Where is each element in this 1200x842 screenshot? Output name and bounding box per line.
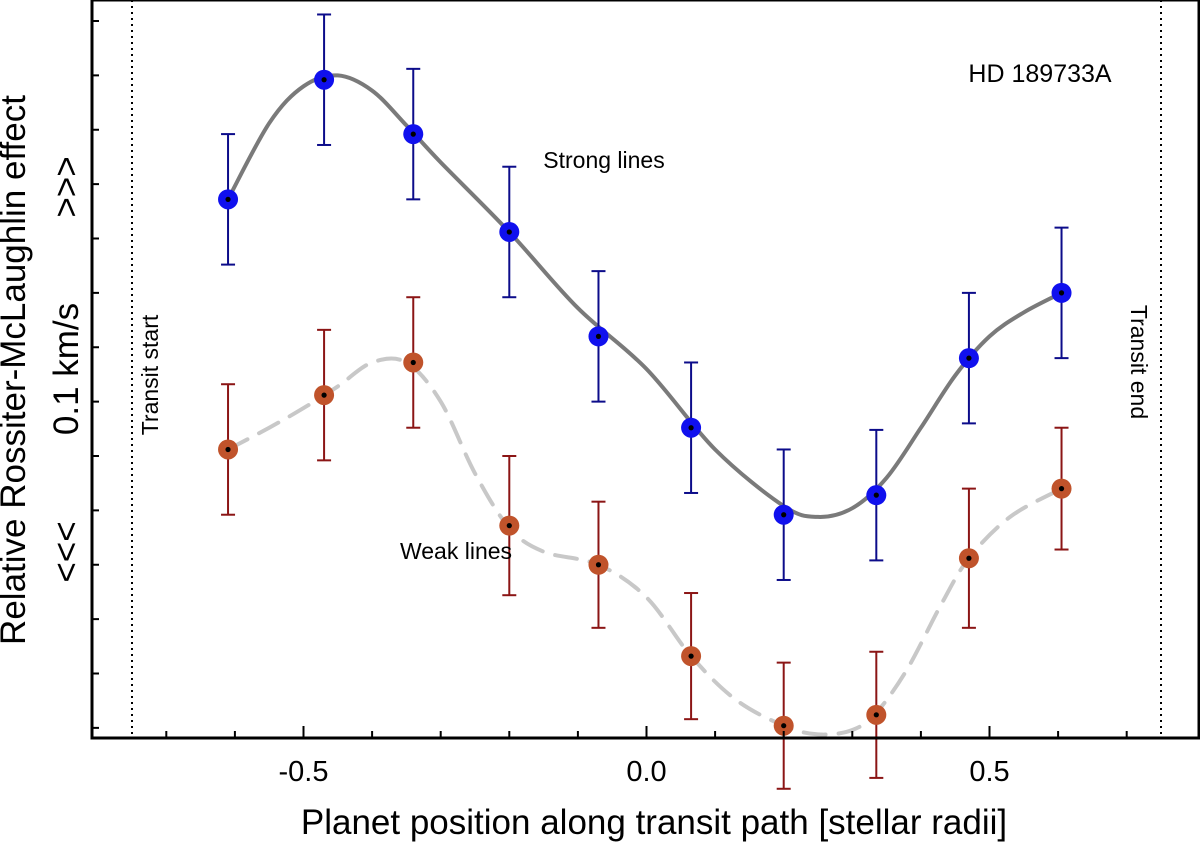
- weak-lines-point-center: [1058, 486, 1065, 492]
- strong-lines-point-center: [410, 131, 416, 137]
- x-tick-label: 0.5: [969, 756, 1009, 788]
- weak-lines-point-center: [321, 392, 327, 398]
- weak-lines-label: Weak lines: [400, 538, 512, 564]
- plot-frame: [90, 0, 1200, 740]
- strong-lines-point-center: [1058, 290, 1065, 296]
- error-bars: [221, 13, 1069, 790]
- strong-lines-fit-curve: [226, 73, 1064, 519]
- weak-lines-fit-curve: [226, 356, 1064, 737]
- weak-lines-point-center: [873, 712, 879, 718]
- x-axis-label: Planet position along transit path [stel…: [301, 803, 1007, 842]
- fit-curves: [226, 73, 1064, 737]
- weak-lines-point-center: [595, 562, 602, 568]
- strong-lines-point-center: [873, 492, 879, 498]
- transit-end-label: Transit end: [1126, 305, 1152, 419]
- weak-lines-point-center: [781, 723, 787, 729]
- strong-lines-point-center: [595, 333, 602, 339]
- data-points: [218, 69, 1072, 736]
- x-tick-label: 0.0: [626, 756, 666, 788]
- y-arrow-up: >>>: [47, 156, 86, 217]
- strong-lines-point-center: [781, 512, 787, 518]
- y-scale-label: 0.1 km/s: [47, 303, 86, 435]
- strong-lines-point-center: [225, 196, 231, 202]
- transit-start-label: Transit start: [137, 314, 163, 435]
- weak-lines-point-center: [506, 523, 512, 529]
- weak-lines-point-center: [966, 555, 972, 561]
- strong-lines-point-center: [321, 77, 327, 83]
- x-tick-label: -0.5: [279, 756, 329, 788]
- y-arrow-down: <<<: [47, 521, 86, 582]
- weak-lines-point-center: [410, 359, 416, 366]
- weak-lines-point-center: [688, 653, 694, 659]
- strong-lines-point-center: [966, 355, 972, 361]
- strong-lines-point-center: [688, 425, 694, 431]
- strong-lines-point-center: [506, 229, 512, 235]
- y-axis-label: Relative Rossiter-McLaughlin effect: [0, 95, 33, 645]
- weak-lines-point-center: [225, 446, 231, 453]
- chart-title: HD 189733A: [968, 60, 1111, 88]
- strong-lines-label: Strong lines: [543, 147, 664, 173]
- axis-ticks: -0.5 0.0 0.5: [92, 20, 1128, 788]
